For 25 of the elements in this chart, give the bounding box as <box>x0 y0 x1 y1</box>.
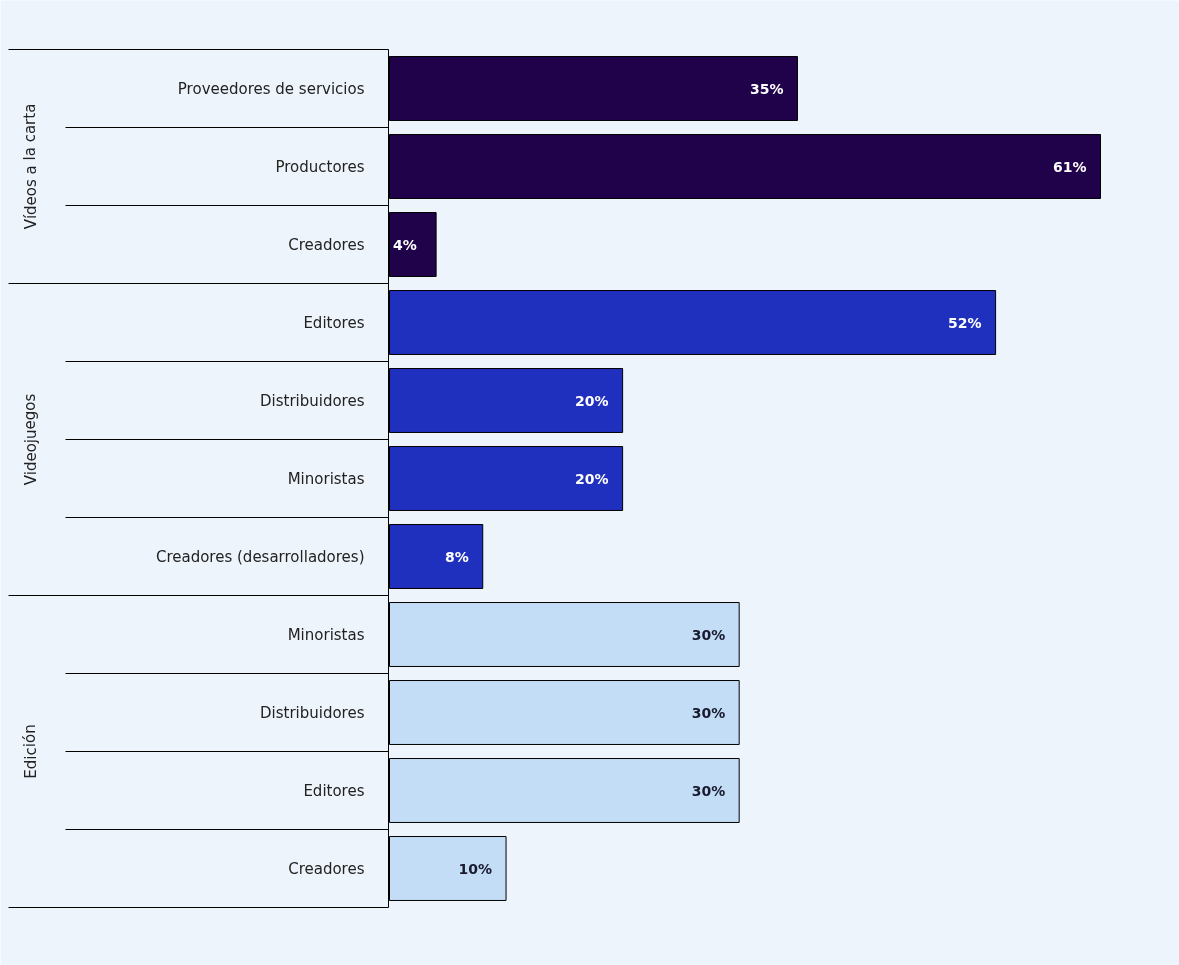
data-label: 52% <box>948 314 982 331</box>
y-tick-label: Minoristas <box>287 469 365 488</box>
data-label: 30% <box>691 704 726 721</box>
y-tick-label: Creadores (desarrolladores) <box>155 547 365 566</box>
text: Edición <box>21 724 40 779</box>
data-label: 8% <box>444 548 469 565</box>
y-tick-label: Distribuidores <box>259 703 365 722</box>
data-label: 35% <box>749 80 784 97</box>
y-tick-label: Distribuidores <box>259 391 365 410</box>
y-tick-label: Minoristas <box>287 625 365 644</box>
y-tick-label: Creadores <box>288 859 365 878</box>
data-label: 20% <box>575 470 609 487</box>
y-tick-label: Editores <box>303 781 365 800</box>
text: Videojuegos <box>21 393 40 486</box>
y-tick-label: Proveedores de servicios <box>177 79 365 98</box>
text: Vídeos a la carta <box>21 103 40 230</box>
data-label: 10% <box>458 860 493 877</box>
y-tick-label: Editores <box>303 313 365 332</box>
y-tick-label: Productores <box>275 157 365 176</box>
y-tick-label: Creadores <box>288 235 365 254</box>
data-label: 61% <box>1053 158 1087 175</box>
data-label: 20% <box>575 392 609 409</box>
data-label: 4% <box>393 236 417 253</box>
data-label: 30% <box>691 782 726 799</box>
data-label: 30% <box>691 626 726 643</box>
